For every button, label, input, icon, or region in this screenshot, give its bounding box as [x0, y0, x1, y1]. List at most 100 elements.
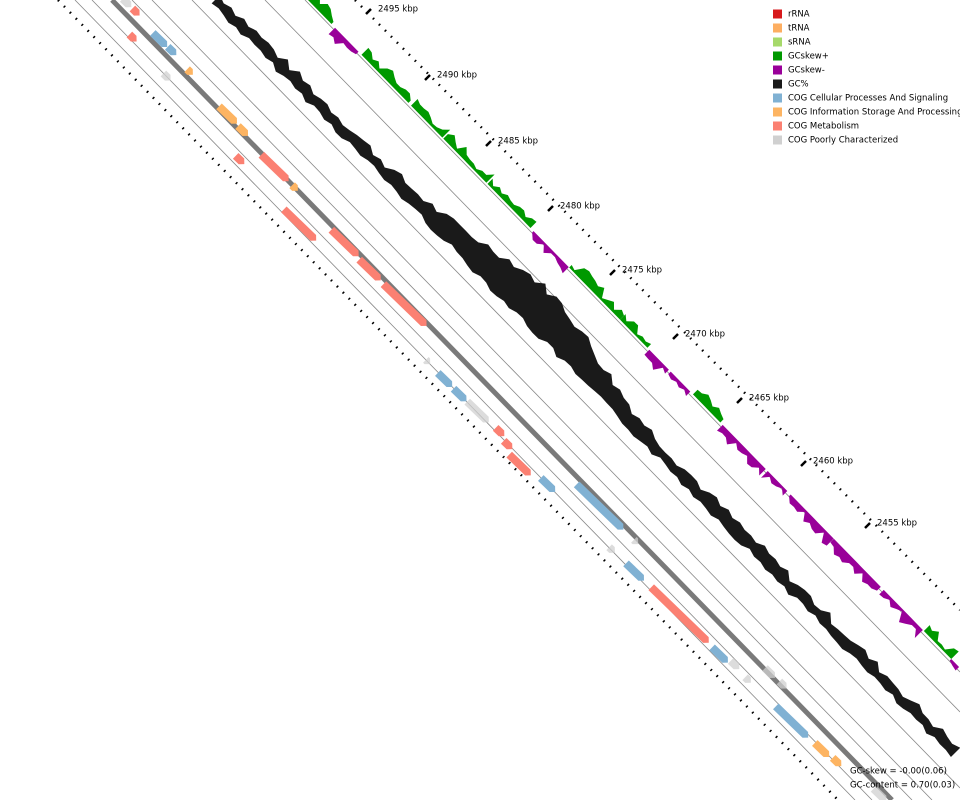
legend-label: GCskew+ [788, 52, 829, 62]
gc-content-plot [211, 0, 960, 758]
feature-arrow [380, 281, 427, 326]
legend-swatch [773, 37, 782, 47]
feature [776, 678, 787, 689]
feature [281, 206, 317, 241]
feature [126, 31, 137, 42]
legend-swatch [773, 65, 782, 75]
feature [727, 657, 740, 670]
gc-skew-positive [487, 178, 537, 228]
feature [648, 584, 709, 643]
feature [232, 152, 245, 165]
legend-swatch [773, 93, 782, 103]
legend-swatch [773, 23, 782, 33]
feature [506, 451, 531, 476]
feature-arrow [727, 657, 740, 670]
feature [762, 665, 776, 678]
feature-arrow [709, 644, 728, 663]
gc-skew-negative [532, 231, 569, 274]
feature-arrow [573, 481, 624, 530]
feature-arrow [538, 475, 556, 493]
feature-arrow [631, 537, 639, 545]
feature-arrow [648, 584, 709, 643]
feature [356, 256, 381, 281]
feature-arrow [150, 30, 168, 48]
ring-line [131, 0, 913, 800]
tick-mark [424, 74, 431, 81]
feature-arrow [506, 451, 531, 476]
feature [450, 385, 467, 402]
legend-swatch [773, 121, 782, 131]
feature [464, 398, 489, 423]
legend-label: rRNA [788, 10, 810, 20]
feature [870, 785, 887, 800]
feature [184, 66, 193, 75]
legend-label: tRNA [788, 24, 810, 34]
feature-arrow [423, 357, 431, 365]
legend-label: COG Cellular Processes And Signaling [788, 94, 948, 104]
feature-arrow [450, 385, 467, 402]
feature-arrow [623, 560, 644, 581]
feature [709, 644, 728, 663]
feature-arrow [500, 437, 513, 450]
gc-skew-positive [361, 47, 411, 103]
feature [164, 43, 177, 56]
tick-labels: 2495 kbp 2490 kbp 2485 kbp 2480 kbp 2475 kbp… [365, 5, 917, 529]
plots [211, 0, 960, 758]
tick-label: 2490 kbp [437, 71, 477, 81]
outer-tick-ring [57, 0, 839, 800]
feature-arrow [829, 754, 842, 767]
gc-skew-negative [789, 494, 834, 546]
feature-arrow [464, 398, 489, 423]
feature-arrow [164, 43, 177, 56]
tick-mark [864, 522, 871, 529]
feature [500, 437, 513, 450]
tick-label: 2495 kbp [378, 5, 418, 15]
legend-label: GCskew- [788, 66, 825, 76]
feature [235, 123, 249, 136]
feature [773, 703, 809, 738]
legend-swatch [773, 135, 782, 145]
feature [160, 70, 171, 81]
gc-skew-negative [328, 27, 359, 55]
feature [216, 103, 237, 124]
gc-skew-negative [668, 371, 691, 396]
feature-arrow [184, 66, 193, 75]
feature-arrow [328, 226, 359, 257]
feature [631, 537, 639, 545]
feature-arrow [606, 544, 615, 553]
feature [435, 370, 453, 388]
tick-mark [365, 8, 372, 15]
gc-skew-positive [308, 0, 334, 25]
feature-arrow [258, 151, 289, 182]
feature-arrow [492, 424, 505, 437]
feature [150, 30, 168, 48]
feature-arrow [126, 31, 137, 42]
feature [623, 560, 644, 581]
tick-mark [800, 460, 807, 467]
rings [57, 0, 960, 800]
gc-skew-negative [761, 471, 788, 496]
gc-skew-stat: GC-skew = -0.00(0.06) [850, 767, 947, 777]
ring-line [264, 0, 960, 713]
ring-line [151, 0, 933, 800]
legend-swatch [773, 79, 782, 89]
feature-arrow [119, 0, 132, 8]
feature [573, 481, 624, 530]
gc-skew-positive [569, 264, 624, 320]
feature-arrow [742, 674, 751, 683]
ring-line [91, 0, 873, 800]
tick-mark [547, 205, 554, 212]
gc-skew-negative [949, 659, 960, 671]
legend-label: COG Poorly Characterized [788, 136, 898, 146]
gc-skew-positive [692, 389, 724, 423]
feature-arrow [435, 370, 453, 388]
feature-arrow [356, 256, 381, 281]
gc-skew-positive [923, 625, 959, 660]
tick-label: 2465 kbp [749, 394, 789, 404]
legend-label: COG Metabolism [788, 122, 859, 132]
legend-label: GC% [788, 80, 809, 90]
feature-arrow [129, 5, 140, 16]
legend-label: COG Information Storage And Processing [788, 108, 960, 118]
gc-content-stat: GC-content = 0.70(0.03) [850, 781, 955, 791]
